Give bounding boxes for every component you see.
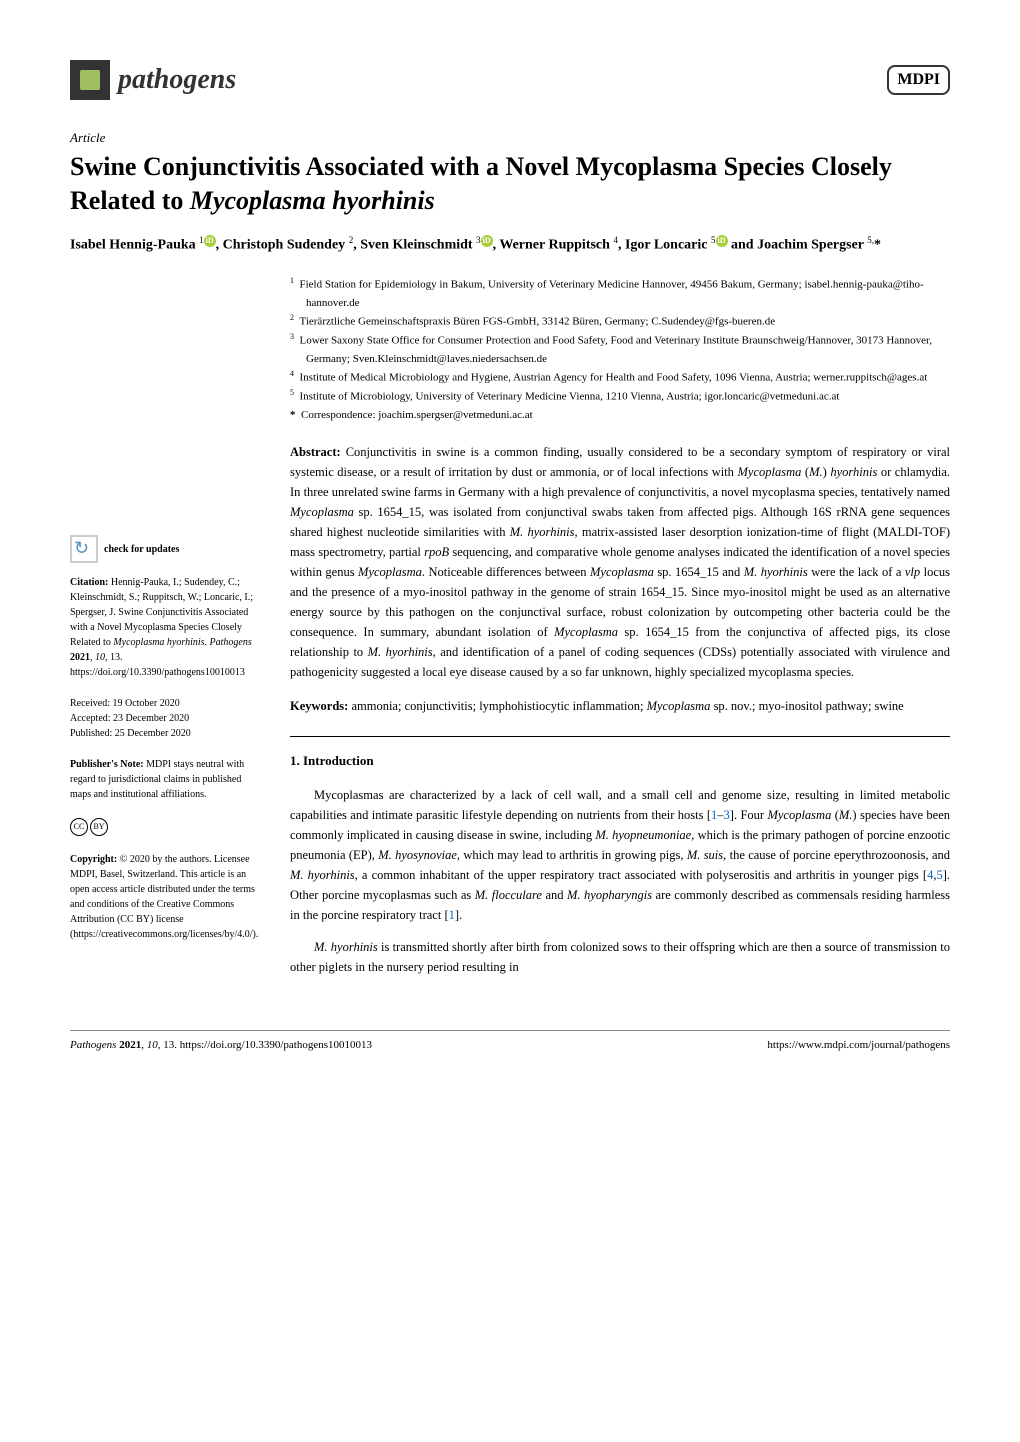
abstract-text: Conjunctivitis in swine is a common find… xyxy=(290,445,950,679)
header: pathogens MDPI xyxy=(70,60,950,100)
abstract: Abstract: Conjunctivitis in swine is a c… xyxy=(290,442,950,682)
publishers-note: Publisher's Note: MDPI stays neutral wit… xyxy=(70,757,260,802)
keywords: Keywords: ammonia; conjunctivitis; lymph… xyxy=(290,696,950,716)
check-for-updates[interactable]: check for updates xyxy=(70,535,260,563)
citation-label: Citation: xyxy=(70,577,108,588)
affiliation-5: 5 Institute of Microbiology, University … xyxy=(290,387,950,406)
affiliation-3: 3 Lower Saxony State Office for Consumer… xyxy=(290,331,950,368)
authors: Isabel Hennig-Pauka 1iD, Christoph Suden… xyxy=(70,234,950,256)
cc-by-icon: CC BY xyxy=(70,818,108,836)
article-type: Article xyxy=(70,130,950,146)
affiliations: 1 Field Station for Epidemiology in Baku… xyxy=(290,275,950,424)
journal-logo: pathogens xyxy=(70,60,236,100)
citation-block: Citation: Hennig-Pauka, I.; Sudendey, C.… xyxy=(70,575,260,680)
pathogens-icon xyxy=(70,60,110,100)
copyright-label: Copyright: xyxy=(70,854,117,865)
dates-block: Received: 19 October 2020 Accepted: 23 D… xyxy=(70,696,260,741)
keywords-label: Keywords: xyxy=(290,699,348,713)
received-date: Received: 19 October 2020 xyxy=(70,696,260,711)
footer: Pathogens 2021, 10, 13. https://doi.org/… xyxy=(70,1030,950,1051)
keywords-text: ammonia; conjunctivitis; lymphohistiocyt… xyxy=(351,699,903,713)
citation-text: Hennig-Pauka, I.; Sudendey, C.; Kleinsch… xyxy=(70,577,253,678)
intro-paragraph-2: M. hyorhinis is transmitted shortly afte… xyxy=(290,937,950,977)
copyright-text: © 2020 by the authors. Licensee MDPI, Ba… xyxy=(70,854,258,940)
separator xyxy=(290,736,950,737)
abstract-label: Abstract: xyxy=(290,445,341,459)
check-updates-label: check for updates xyxy=(104,542,179,557)
affiliation-2: 2 Tierärztliche Gemeinschaftspraxis Büre… xyxy=(290,312,950,331)
accepted-date: Accepted: 23 December 2020 xyxy=(70,711,260,726)
footer-left: Pathogens 2021, 10, 13. https://doi.org/… xyxy=(70,1039,372,1051)
section-1-heading: 1. Introduction xyxy=(290,751,950,772)
copyright-block: Copyright: © 2020 by the authors. Licens… xyxy=(70,852,260,942)
main-column: 1 Field Station for Epidemiology in Baku… xyxy=(290,275,950,989)
affiliation-1: 1 Field Station for Epidemiology in Baku… xyxy=(290,275,950,312)
article-title: Swine Conjunctivitis Associated with a N… xyxy=(70,150,950,218)
published-date: Published: 25 December 2020 xyxy=(70,726,260,741)
intro-paragraph-1: Mycoplasmas are characterized by a lack … xyxy=(290,785,950,925)
check-updates-icon xyxy=(70,535,98,563)
publisher-logo: MDPI xyxy=(887,65,950,95)
license-icon-block: CC BY xyxy=(70,818,260,836)
correspondence: * Correspondence: joachim.spergser@vetme… xyxy=(290,407,950,425)
footer-right: https://www.mdpi.com/journal/pathogens xyxy=(767,1039,950,1051)
journal-name: pathogens xyxy=(118,64,236,96)
affiliation-4: 4 Institute of Medical Microbiology and … xyxy=(290,368,950,387)
sidebar: check for updates Citation: Hennig-Pauka… xyxy=(70,275,260,989)
publishers-note-label: Publisher's Note: xyxy=(70,759,144,770)
